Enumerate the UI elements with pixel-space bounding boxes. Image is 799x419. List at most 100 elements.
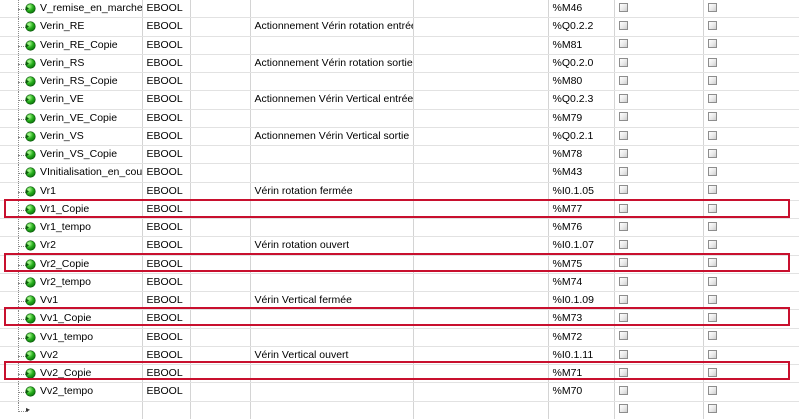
variable-name[interactable]: Vr2_tempo: [40, 275, 91, 288]
checkbox-icon[interactable]: [618, 349, 628, 359]
table-row[interactable]: Verin_VS_Copie EBOOL %M78: [0, 145, 799, 165]
variable-name[interactable]: Vv1_Copie: [40, 312, 92, 325]
value-cell[interactable]: [190, 200, 251, 220]
variable-type[interactable]: EBOOL: [142, 36, 191, 55]
checkbox-icon[interactable]: [707, 130, 717, 140]
value-cell[interactable]: [190, 291, 251, 311]
variable-comment[interactable]: Vérin rotation fermée: [250, 182, 414, 201]
variable-name[interactable]: Verin_RE_Copie: [40, 38, 118, 51]
variable-name[interactable]: Vr1_Copie: [40, 202, 90, 215]
checkbox-icon[interactable]: [707, 258, 717, 268]
table-row[interactable]: Verin_VS EBOOL Actionnemen Vérin Vertical …: [0, 127, 799, 147]
variable-type[interactable]: EBOOL: [142, 328, 191, 347]
variable-address[interactable]: %M46: [548, 0, 615, 19]
variable-type[interactable]: EBOOL: [142, 236, 191, 256]
table-row[interactable]: Vv2 EBOOL Vérin Vertical ouvert %I0.1.11: [0, 346, 799, 366]
variable-address[interactable]: %Q0.2.2: [548, 17, 615, 37]
checkbox-icon[interactable]: [707, 349, 717, 359]
value-cell[interactable]: [190, 36, 251, 55]
variable-address[interactable]: %M43: [548, 163, 615, 183]
value-cell[interactable]: [190, 346, 251, 366]
value-cell[interactable]: [190, 328, 251, 347]
variable-name[interactable]: VInitialisation_en_cours: [40, 166, 142, 179]
checkbox-icon[interactable]: [707, 404, 717, 414]
checkbox-icon[interactable]: [707, 2, 717, 12]
table-row[interactable]: V_remise_en_marche EBOOL %M46: [0, 0, 799, 19]
variable-type[interactable]: EBOOL: [142, 90, 191, 110]
variable-comment[interactable]: [250, 364, 414, 384]
variable-type[interactable]: EBOOL: [142, 309, 191, 329]
value-cell[interactable]: [190, 17, 251, 37]
variable-comment[interactable]: [250, 273, 414, 293]
checkbox-icon[interactable]: [707, 75, 717, 85]
value-cell[interactable]: [190, 236, 251, 256]
variable-address[interactable]: %I0.1.07: [548, 236, 615, 256]
variable-type[interactable]: EBOOL: [142, 346, 191, 366]
variable-address[interactable]: %M79: [548, 109, 615, 128]
variable-name[interactable]: Vv1_tempo: [40, 330, 94, 343]
value-cell[interactable]: [190, 54, 251, 74]
table-row[interactable]: Vv2_Copie EBOOL %M71: [0, 364, 799, 384]
checkbox-icon[interactable]: [618, 276, 628, 286]
variable-type[interactable]: EBOOL: [142, 291, 191, 311]
variable-name[interactable]: Verin_RE: [40, 20, 85, 33]
checkbox-icon[interactable]: [707, 367, 717, 377]
variable-address[interactable]: %Q0.2.3: [548, 90, 615, 110]
checkbox-icon[interactable]: [707, 294, 717, 304]
variable-type[interactable]: EBOOL: [142, 54, 191, 74]
checkbox-icon[interactable]: [707, 57, 717, 67]
checkbox-icon[interactable]: [707, 185, 717, 195]
variable-type[interactable]: EBOOL: [142, 218, 191, 238]
value-cell[interactable]: [190, 218, 251, 238]
value-cell[interactable]: [190, 0, 251, 19]
table-row[interactable]: Verin_VE_Copie EBOOL %M79: [0, 109, 799, 128]
variable-address[interactable]: %I0.1.09: [548, 291, 615, 311]
variable-name[interactable]: Vr2_Copie: [40, 257, 90, 270]
checkbox-icon[interactable]: [707, 386, 717, 396]
variable-type[interactable]: EBOOL: [142, 109, 191, 128]
arrow-right-icon[interactable]: ▸: [26, 404, 31, 414]
variable-type[interactable]: EBOOL: [142, 364, 191, 384]
checkbox-icon[interactable]: [618, 221, 628, 231]
variable-name[interactable]: Verin_VE: [40, 93, 84, 106]
checkbox-icon[interactable]: [707, 39, 717, 49]
table-row[interactable]: Verin_RS_Copie EBOOL %M80: [0, 72, 799, 92]
variable-comment[interactable]: Actionnemen Vérin Vertical entrée: [250, 90, 414, 110]
variable-comment[interactable]: [250, 145, 414, 165]
variable-comment[interactable]: Vérin Vertical fermée: [250, 291, 414, 311]
variable-comment[interactable]: [250, 36, 414, 55]
variable-address[interactable]: %Q0.2.1: [548, 127, 615, 147]
value-cell[interactable]: [190, 382, 251, 402]
variable-type[interactable]: EBOOL: [142, 127, 191, 147]
variable-name[interactable]: Vr2: [40, 239, 56, 252]
variable-address[interactable]: %M75: [548, 255, 615, 274]
variable-type[interactable]: EBOOL: [142, 72, 191, 92]
variable-name[interactable]: Verin_VS_Copie: [40, 148, 118, 160]
variable-address[interactable]: %M72: [548, 328, 615, 347]
variable-name[interactable]: Vr1: [40, 184, 56, 197]
variable-type[interactable]: EBOOL: [142, 0, 191, 19]
variable-comment[interactable]: Vérin rotation ouvert: [250, 236, 414, 256]
checkbox-icon[interactable]: [618, 75, 628, 85]
variable-comment[interactable]: Actionnemen Vérin Vertical sortie: [250, 127, 414, 147]
table-row[interactable]: Vv2_tempo EBOOL %M70: [0, 382, 799, 402]
checkbox-icon[interactable]: [618, 294, 628, 304]
variable-name[interactable]: V_remise_en_marche: [40, 2, 142, 14]
checkbox-icon[interactable]: [707, 276, 717, 286]
checkbox-icon[interactable]: [707, 21, 717, 31]
variable-address[interactable]: %M73: [548, 309, 615, 329]
table-row[interactable]: Verin_RS EBOOL Actionnement Vérin rotation…: [0, 54, 799, 74]
value-cell[interactable]: [190, 182, 251, 201]
checkbox-icon[interactable]: [707, 112, 717, 122]
variable-address[interactable]: %M78: [548, 145, 615, 165]
checkbox-icon[interactable]: [707, 331, 717, 341]
checkbox-icon[interactable]: [618, 404, 628, 414]
variable-type[interactable]: EBOOL: [142, 17, 191, 37]
table-row[interactable]: Verin_VE EBOOL Actionnemen Vérin Vertical …: [0, 90, 799, 110]
value-cell[interactable]: [190, 364, 251, 384]
checkbox-icon[interactable]: [707, 148, 717, 158]
variable-comment[interactable]: [250, 163, 414, 183]
variable-comment[interactable]: [250, 0, 414, 19]
variable-address[interactable]: %M77: [548, 200, 615, 220]
value-cell[interactable]: [190, 145, 251, 165]
